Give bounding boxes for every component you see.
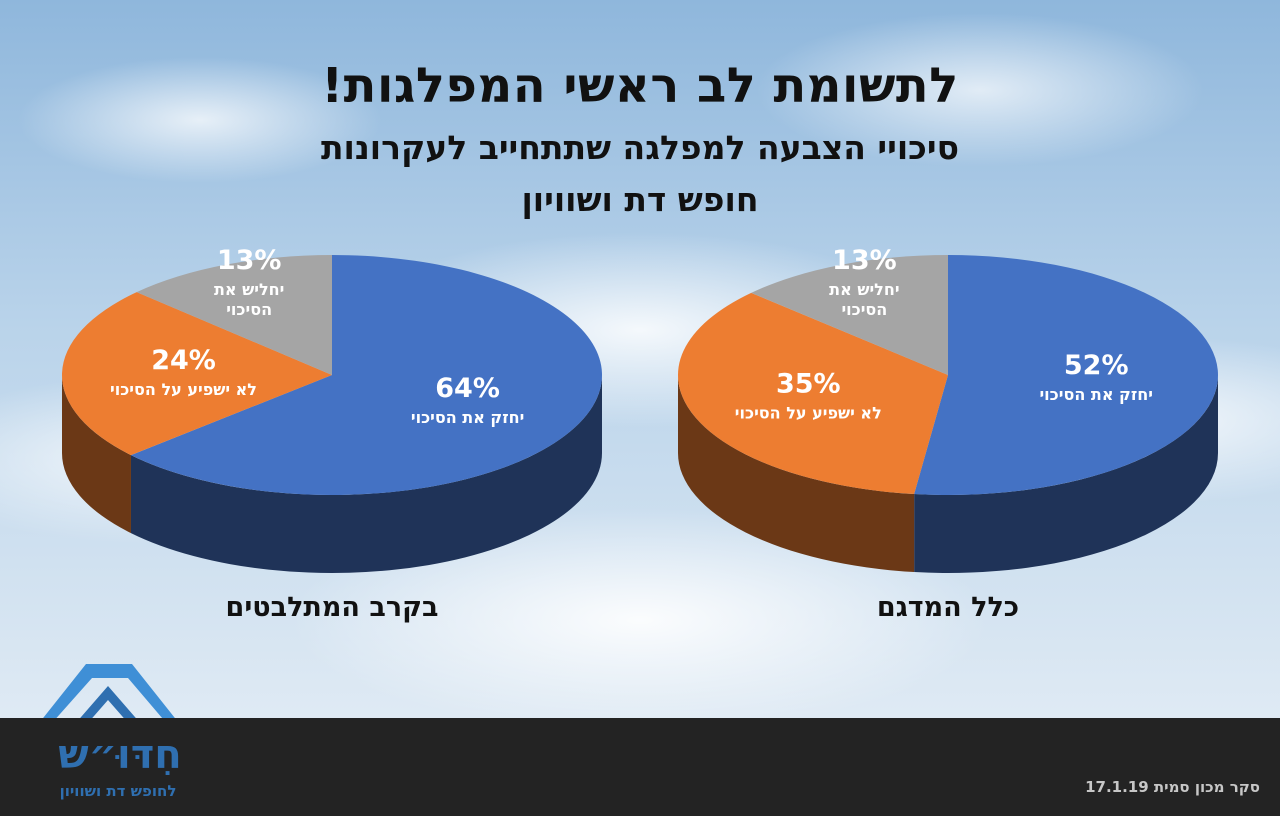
pie-category-label-1-1: יחזק את הסיכוי bbox=[411, 408, 524, 427]
pie-slice-2-1 bbox=[914, 255, 1218, 495]
pie-value-label-2-2: 35% bbox=[776, 368, 841, 399]
chart-caption-undecided: בקרב המתלבטים bbox=[225, 592, 439, 623]
pie-value-label-2-3: 13% bbox=[832, 245, 897, 276]
pie-slice-2-3 bbox=[751, 255, 948, 375]
pie-wall-1-2 bbox=[62, 375, 131, 534]
logo-name: חִדּוּ״ש bbox=[58, 732, 182, 778]
pie-charts: 64% יחזק את הסיכוי 24% לא ישפיע על הסיכוי 13… bbox=[61, 245, 1218, 573]
pie-value-label-1-1: 64% bbox=[435, 373, 500, 404]
pie-chart-1: 64% יחזק את הסיכוי 24% לא ישפיע על הסיכוי 13… bbox=[61, 245, 602, 573]
pie-value-label-2-1: 52% bbox=[1064, 350, 1129, 381]
pie-chart-2: 52% יחזק את הסיכוי 35% לא ישפיע על הסיכוי 13… bbox=[677, 245, 1218, 573]
pie-slice-2-2 bbox=[677, 292, 948, 495]
chart-caption-full-sample: כלל המדגם bbox=[876, 592, 1020, 623]
pie-wall-2-2 bbox=[678, 375, 915, 573]
subtitle-line-1: סיכויי הצבעה למפלגה שתתחייב לעקרונות bbox=[320, 128, 960, 167]
pie-value-label-1-2: 24% bbox=[151, 345, 216, 376]
pie-wall-1-1 bbox=[130, 375, 602, 573]
pie-category-label-2-1: יחזק את הסיכוי bbox=[1039, 385, 1152, 404]
logo-tagline: לחופש דת ושוויון bbox=[59, 782, 177, 800]
survey-source: סקר מכון סמית 17.1.19 bbox=[1085, 778, 1260, 796]
pie-category-label-1-2: לא ישפיע על הסיכוי bbox=[110, 380, 257, 399]
pie-slice-1-3 bbox=[136, 255, 332, 375]
pie-category-label-2-2-3: הסיכוי bbox=[841, 300, 887, 319]
pie-value-label-1-3: 13% bbox=[217, 245, 282, 276]
subtitle-line-2: חופש דת ושוויון bbox=[521, 180, 759, 219]
pie-category-label-2-2: לא ישפיע על הסיכוי bbox=[735, 403, 882, 422]
pie-slice-1-1 bbox=[130, 255, 602, 495]
pie-category-label-1-3: יחליש את bbox=[214, 280, 284, 299]
pie-wall-2-1 bbox=[914, 375, 1218, 573]
page-title: לתשומת לב ראשי המפלגות! bbox=[321, 58, 959, 114]
pie-category-label-2-3: יחליש את bbox=[829, 280, 899, 299]
footer-bar bbox=[0, 718, 1280, 816]
pie-slice-1-2 bbox=[61, 292, 332, 456]
pie-category-label-2-1-3: הסיכוי bbox=[226, 300, 272, 319]
